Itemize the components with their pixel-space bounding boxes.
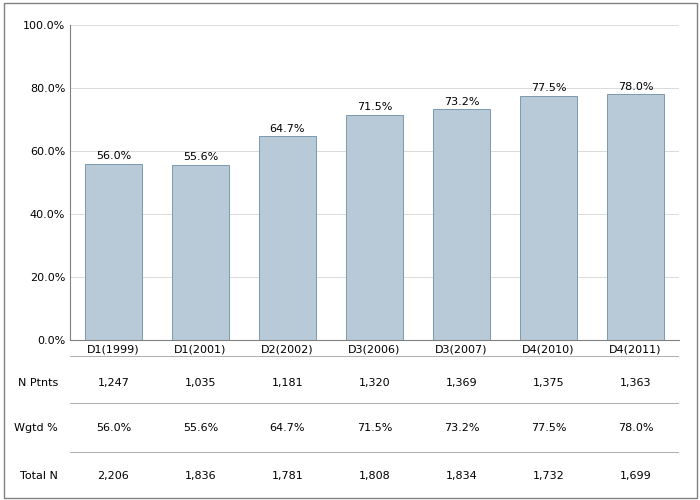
Text: 1,320: 1,320 xyxy=(358,378,391,388)
Text: 1,369: 1,369 xyxy=(446,378,477,388)
Text: 1,836: 1,836 xyxy=(185,471,216,481)
Bar xyxy=(607,94,664,340)
Text: 78.0%: 78.0% xyxy=(617,82,653,92)
Text: 1,035: 1,035 xyxy=(185,378,216,388)
Bar xyxy=(520,96,577,340)
Bar xyxy=(346,115,402,340)
Bar xyxy=(85,164,142,340)
Text: 1,699: 1,699 xyxy=(620,471,652,481)
Text: 1,834: 1,834 xyxy=(446,471,477,481)
Text: 1,732: 1,732 xyxy=(533,471,564,481)
Text: 73.2%: 73.2% xyxy=(444,423,480,433)
Bar xyxy=(259,136,316,340)
Text: 64.7%: 64.7% xyxy=(270,124,305,134)
Text: 71.5%: 71.5% xyxy=(357,102,392,113)
Bar xyxy=(433,110,490,340)
Text: 1,363: 1,363 xyxy=(620,378,651,388)
Text: 2,206: 2,206 xyxy=(97,471,130,481)
Text: 1,181: 1,181 xyxy=(272,378,303,388)
Text: 55.6%: 55.6% xyxy=(183,152,218,162)
Text: 1,808: 1,808 xyxy=(358,471,391,481)
Text: 1,375: 1,375 xyxy=(533,378,564,388)
Text: Wgtd %: Wgtd % xyxy=(14,423,58,433)
Bar xyxy=(172,165,229,340)
Text: Total N: Total N xyxy=(20,471,58,481)
Text: 77.5%: 77.5% xyxy=(531,84,566,94)
Text: 56.0%: 56.0% xyxy=(96,423,131,433)
Text: 1,781: 1,781 xyxy=(272,471,303,481)
Text: 71.5%: 71.5% xyxy=(357,423,392,433)
Text: 1,247: 1,247 xyxy=(97,378,130,388)
Text: 64.7%: 64.7% xyxy=(270,423,305,433)
Text: N Ptnts: N Ptnts xyxy=(18,378,58,388)
Text: 78.0%: 78.0% xyxy=(617,423,653,433)
Text: 77.5%: 77.5% xyxy=(531,423,566,433)
Text: 73.2%: 73.2% xyxy=(444,97,480,107)
Text: 56.0%: 56.0% xyxy=(96,151,131,161)
Text: 55.6%: 55.6% xyxy=(183,423,218,433)
